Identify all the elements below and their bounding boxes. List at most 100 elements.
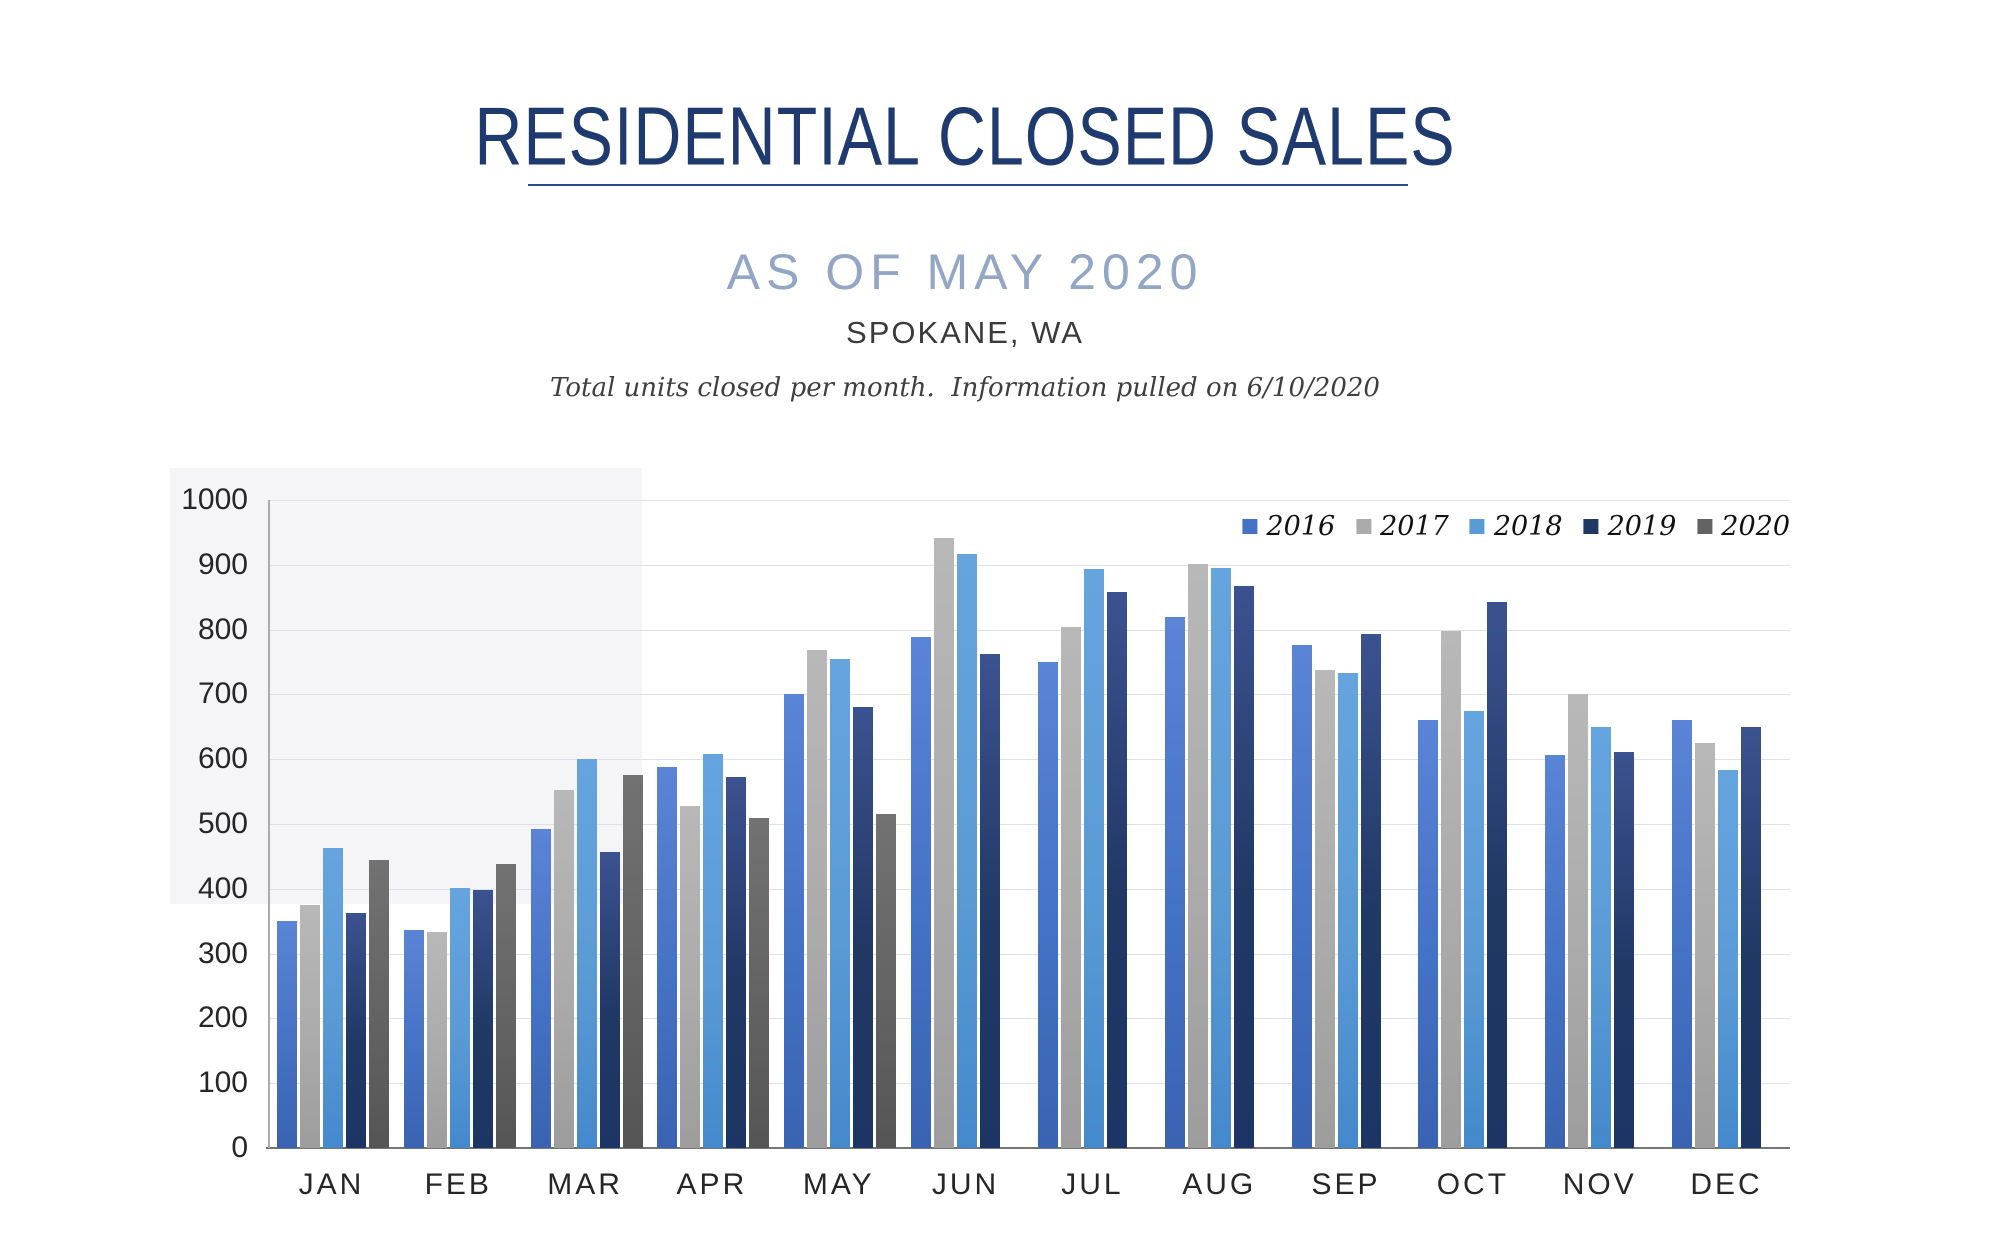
x-tick-label-dec: DEC: [1690, 1168, 1763, 1201]
legend-item-2020: 2020: [1697, 511, 1790, 542]
x-tick-label-apr: APR: [676, 1168, 748, 1201]
legend-swatch-2018: [1469, 519, 1485, 534]
x-tick-label-feb: FEB: [424, 1168, 492, 1201]
bar-mar-2020: [622, 775, 643, 1148]
bar-group-jan: [268, 500, 395, 1148]
bar-feb-2020: [495, 864, 516, 1148]
bar-apr-2019: [726, 777, 747, 1148]
y-tick-label-0: 0: [231, 1131, 248, 1164]
bar-sep-2019: [1360, 633, 1381, 1148]
location-label: SPOKANE, WA: [846, 315, 1084, 350]
y-tick-label-600: 600: [197, 742, 248, 776]
gridline-400: [268, 888, 1790, 890]
bar-group-aug: [1156, 500, 1283, 1148]
bar-dec-2019: [1741, 726, 1762, 1148]
bar-jun-2018: [957, 553, 978, 1148]
gridline-200: [268, 1018, 1790, 1020]
bar-group-may: [775, 500, 902, 1148]
y-tick-label-100: 100: [197, 1066, 248, 1100]
page-title: RESIDENTIAL CLOSED SALES: [449, 90, 1482, 182]
bar-mar-2017: [553, 789, 574, 1148]
bar-nov-2017: [1568, 694, 1589, 1148]
x-tick-label-nov: NOV: [1562, 1168, 1637, 1201]
bar-aug-2018: [1210, 568, 1231, 1148]
y-tick-label-1000: 1000: [181, 483, 248, 516]
gridline-300: [268, 953, 1790, 955]
y-tick-label-500: 500: [197, 807, 248, 840]
x-tick-label-jul: JUL: [1061, 1168, 1124, 1201]
bar-group-nov: [1536, 500, 1663, 1148]
legend-item-2016: 2016: [1242, 511, 1335, 542]
bar-group-jun: [902, 500, 1029, 1148]
x-tick-label-jun: JUN: [931, 1168, 1000, 1201]
gridline-900: [268, 564, 1790, 566]
bar-oct-2019: [1487, 601, 1508, 1148]
legend-swatch-2016: [1242, 519, 1258, 534]
source-note: Total units closed per month. Informatio…: [550, 373, 1380, 403]
bar-groups: [268, 500, 1790, 1148]
gridline-500: [268, 824, 1790, 825]
page-title-text: RESIDENTIAL CLOSED SALES: [474, 89, 1456, 183]
y-tick-label-300: 300: [197, 936, 248, 970]
bar-oct-2016: [1418, 719, 1439, 1148]
bar-apr-2020: [749, 817, 770, 1148]
y-tick-label-400: 400: [197, 871, 248, 905]
x-tick-label-jan: JAN: [298, 1168, 365, 1201]
bar-dec-2017: [1695, 743, 1716, 1148]
bar-nov-2019: [1614, 752, 1635, 1148]
bar-oct-2017: [1441, 630, 1462, 1148]
y-axis-tick-labels: 0 100 200 300 400 500 600 700 800 900 1000: [0, 483, 248, 1164]
bar-sep-2016: [1291, 644, 1312, 1148]
bar-jul-2019: [1106, 592, 1127, 1148]
x-axis-line: [266, 1147, 1790, 1149]
bar-jan-2017: [300, 905, 320, 1148]
y-tick-label-800: 800: [197, 612, 248, 646]
y-tick-label-200: 200: [197, 1001, 248, 1035]
bar-jun-2016: [911, 636, 932, 1148]
x-tick-label-oct: OCT: [1436, 1168, 1510, 1201]
legend-swatch-2017: [1356, 519, 1372, 534]
legend-label-2019: 2019: [1607, 511, 1677, 542]
bar-oct-2018: [1464, 710, 1485, 1148]
x-axis-tick-labels: JAN FEB MAR APR MAY JUN JUL AUG SEP OCT NOV DEC: [268, 1168, 1790, 1202]
bar-mar-2019: [599, 851, 620, 1148]
bar-group-mar: [522, 500, 649, 1148]
legend-item-2019: 2019: [1583, 511, 1677, 542]
bar-sep-2018: [1337, 673, 1358, 1148]
page-subtitle: AS OF MAY 2020: [726, 244, 1204, 300]
legend-label-2016: 2016: [1266, 511, 1336, 542]
gridline-600: [268, 759, 1790, 761]
x-tick-label-mar: MAR: [547, 1168, 623, 1201]
bar-may-2016: [784, 694, 805, 1148]
legend-label-2018: 2018: [1493, 511, 1563, 542]
bar-feb-2016: [403, 930, 424, 1148]
bar-may-2019: [853, 707, 874, 1148]
legend-item-2018: 2018: [1469, 511, 1563, 542]
legend-label-2017: 2017: [1380, 511, 1449, 542]
bar-jan-2019: [346, 912, 366, 1148]
x-tick-label-may: MAY: [802, 1168, 875, 1201]
bar-apr-2017: [680, 805, 701, 1148]
bar-may-2020: [876, 814, 897, 1148]
y-axis-line: [268, 500, 270, 1148]
bar-jun-2017: [934, 537, 955, 1148]
bar-group-jul: [1029, 500, 1156, 1148]
bar-jun-2019: [980, 654, 1001, 1148]
bar-group-feb: [395, 500, 522, 1148]
bar-aug-2016: [1164, 616, 1185, 1148]
bar-nov-2018: [1591, 726, 1612, 1148]
bar-may-2018: [830, 658, 851, 1148]
legend-label-2020: 2020: [1721, 511, 1790, 542]
legend-swatch-2020: [1697, 519, 1713, 534]
bar-jul-2017: [1060, 627, 1081, 1148]
legend-swatch-2019: [1583, 519, 1599, 534]
bar-feb-2019: [472, 890, 493, 1148]
bar-apr-2018: [703, 754, 724, 1148]
bar-nov-2016: [1545, 755, 1566, 1148]
bar-group-oct: [1409, 500, 1536, 1148]
bar-jan-2020: [369, 860, 389, 1148]
bar-jul-2016: [1037, 662, 1058, 1148]
bar-aug-2017: [1187, 564, 1208, 1148]
title-underline: [528, 184, 1408, 186]
bar-jan-2016: [277, 921, 297, 1148]
